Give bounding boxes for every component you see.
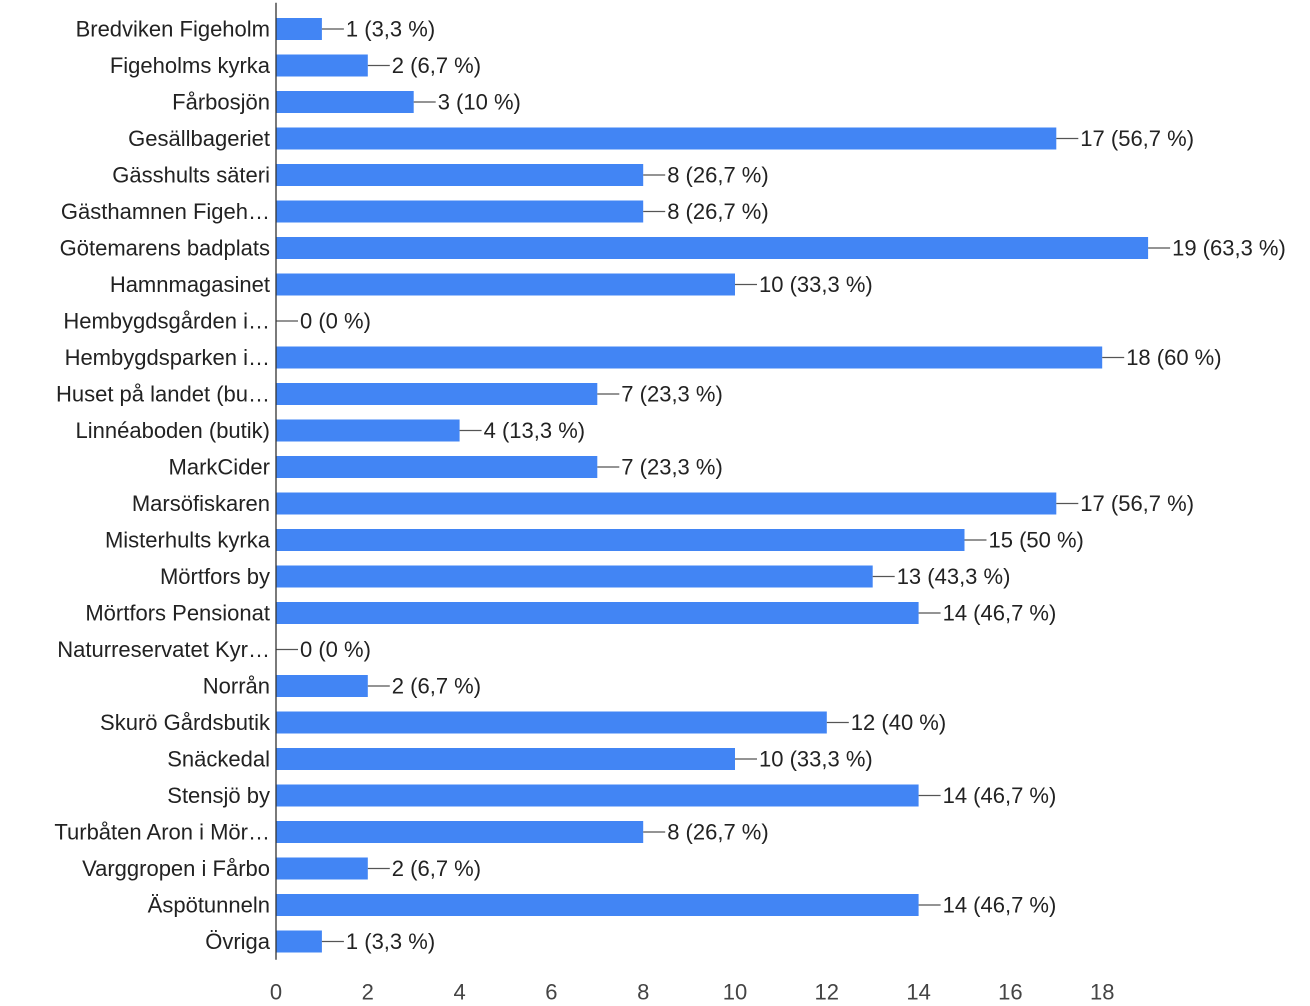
x-tick-label: 0: [270, 980, 282, 1002]
category-label: Linnéaboden (butik): [76, 418, 270, 443]
bar[interactable]: [276, 18, 322, 40]
data-label: 13 (43,3 %): [897, 564, 1011, 589]
category-label: Figeholms kyrka: [110, 53, 271, 78]
bar[interactable]: [276, 675, 368, 697]
category-label: Snäckedal: [167, 747, 270, 772]
data-label: 15 (50 %): [989, 528, 1084, 553]
bar[interactable]: [276, 492, 1057, 515]
category-label: Gesällbageriet: [128, 126, 270, 151]
x-tick-label: 4: [453, 980, 465, 1002]
data-label: 14 (46,7 %): [943, 893, 1057, 918]
data-label: 14 (46,7 %): [943, 783, 1057, 808]
category-label: Huset på landet (bu…: [56, 382, 270, 407]
data-label: 12 (40 %): [851, 710, 946, 735]
x-tick-label: 18: [1090, 980, 1114, 1002]
data-label: 2 (6,7 %): [392, 53, 481, 78]
data-label: 7 (23,3 %): [621, 455, 723, 480]
x-tick-label: 6: [545, 980, 557, 1002]
bar[interactable]: [276, 930, 322, 953]
data-label: 14 (46,7 %): [943, 601, 1057, 626]
category-label: Varggropen i Fårbo: [82, 856, 270, 881]
bar[interactable]: [276, 748, 735, 770]
data-label: 2 (6,7 %): [392, 856, 481, 881]
data-label: 0 (0 %): [300, 637, 371, 662]
category-label: Norrån: [203, 674, 270, 699]
category-label: Naturreservatet Kyr…: [57, 637, 270, 662]
x-tick-label: 8: [637, 980, 649, 1002]
category-label: Övriga: [205, 929, 271, 954]
category-label: Hamnmagasinet: [110, 272, 270, 297]
bar[interactable]: [276, 237, 1149, 259]
data-label: 8 (26,7 %): [667, 163, 769, 188]
data-label: 19 (63,3 %): [1172, 236, 1286, 261]
category-label: Äspötunneln: [148, 893, 270, 918]
category-label: Hembygdsgården i…: [63, 309, 270, 334]
bar[interactable]: [276, 602, 919, 624]
category-label: Fårbosjön: [172, 90, 270, 115]
category-label: Skurö Gårdsbutik: [100, 710, 271, 735]
category-label: Mörtfors by: [160, 564, 270, 589]
data-label: 8 (26,7 %): [667, 820, 769, 845]
category-label: Misterhults kyrka: [105, 528, 271, 553]
category-label: Bredviken Figeholm: [76, 17, 270, 42]
data-label: 4 (13,3 %): [484, 418, 585, 443]
category-label: Marsöfiskaren: [132, 491, 270, 516]
data-label: 10 (33,3 %): [759, 747, 873, 772]
data-label: 17 (56,7 %): [1080, 126, 1194, 151]
category-label: Hembygdsparken i…: [65, 345, 270, 370]
data-label: 18 (60 %): [1126, 345, 1221, 370]
bar[interactable]: [276, 419, 460, 442]
bar[interactable]: [276, 346, 1103, 369]
x-tick-label: 2: [362, 980, 374, 1002]
bar[interactable]: [276, 54, 368, 77]
bar[interactable]: [276, 91, 414, 113]
data-label: 1 (3,3 %): [346, 929, 435, 954]
bar[interactable]: [276, 821, 644, 843]
data-label: 8 (26,7 %): [667, 199, 769, 224]
category-label: Götemarens badplats: [60, 236, 270, 261]
bar[interactable]: [276, 164, 644, 186]
bar[interactable]: [276, 529, 965, 551]
data-label: 7 (23,3 %): [621, 382, 723, 407]
data-label: 0 (0 %): [300, 309, 371, 334]
bar[interactable]: [276, 200, 644, 223]
category-label: MarkCider: [169, 455, 270, 480]
category-label: Gästhamnen Figeh…: [61, 199, 270, 224]
bar[interactable]: [276, 383, 598, 405]
bar[interactable]: [276, 127, 1057, 150]
bar[interactable]: [276, 711, 827, 734]
data-label: 3 (10 %): [438, 90, 521, 115]
bar[interactable]: [276, 784, 919, 807]
x-tick-label: 12: [815, 980, 839, 1002]
bar[interactable]: [276, 273, 735, 296]
x-tick-label: 16: [998, 980, 1022, 1002]
bar[interactable]: [276, 894, 919, 916]
data-label: 10 (33,3 %): [759, 272, 873, 297]
data-label: 17 (56,7 %): [1080, 491, 1194, 516]
data-label: 2 (6,7 %): [392, 674, 481, 699]
x-tick-label: 14: [906, 980, 930, 1002]
category-label: Mörtfors Pensionat: [85, 601, 270, 626]
bar[interactable]: [276, 565, 873, 588]
bar[interactable]: [276, 456, 598, 478]
data-label: 1 (3,3 %): [346, 17, 435, 42]
category-label: Gässhults säteri: [112, 163, 270, 188]
x-tick-label: 10: [723, 980, 747, 1002]
bar[interactable]: [276, 857, 368, 880]
category-label: Stensjö by: [167, 783, 270, 808]
category-label: Turbåten Aron i Mör…: [54, 820, 270, 845]
